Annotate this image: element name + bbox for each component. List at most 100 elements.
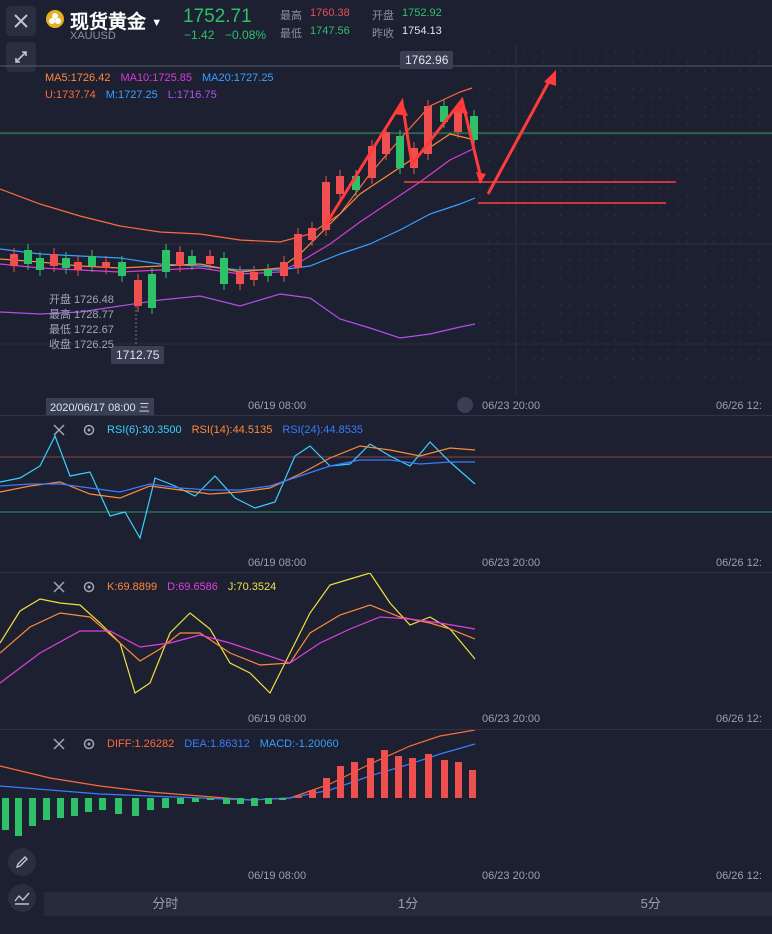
map-dot <box>694 60 698 64</box>
map-dot <box>586 348 590 352</box>
macd-bar <box>132 798 139 816</box>
map-dot <box>586 177 590 181</box>
macd-bar <box>381 750 388 798</box>
candle <box>62 258 70 268</box>
map-dot <box>766 150 770 154</box>
map-dot <box>613 78 617 82</box>
map-dot <box>523 204 527 208</box>
map-dot <box>496 78 500 82</box>
map-dot <box>757 159 761 163</box>
kdj-settings-button[interactable] <box>82 580 96 594</box>
tab-1min[interactable]: 1分 <box>397 896 419 911</box>
map-dot <box>568 294 572 298</box>
map-dot <box>694 258 698 262</box>
map-dot <box>523 267 527 271</box>
macd-bar <box>29 798 36 826</box>
map-dot <box>766 114 770 118</box>
indicator-tool-button[interactable] <box>8 884 36 912</box>
map-dot <box>649 330 653 334</box>
map-dot <box>676 44 680 46</box>
map-dot <box>694 321 698 325</box>
map-dot <box>748 294 752 298</box>
map-dot <box>496 330 500 334</box>
map-dot <box>523 285 527 289</box>
legend-item: L:1716.75 <box>167 89 217 101</box>
stat-label: 昨收 <box>372 28 394 40</box>
map-dot <box>505 267 509 271</box>
main-chart[interactable] <box>0 44 772 396</box>
map-dot <box>568 186 572 190</box>
rsi-close-button[interactable] <box>52 423 66 437</box>
map-dot <box>586 312 590 316</box>
map-dot <box>622 375 626 379</box>
map-dot <box>550 312 554 316</box>
map-dot <box>613 375 617 379</box>
map-dot <box>676 213 680 217</box>
map-dot <box>757 150 761 154</box>
map-dot <box>649 114 653 118</box>
map-dot <box>703 312 707 316</box>
map-dot <box>640 339 644 343</box>
map-dot <box>739 375 743 379</box>
macd-settings-button[interactable] <box>82 737 96 751</box>
map-dot <box>766 105 770 109</box>
map-dot <box>604 294 608 298</box>
map-dot <box>685 330 689 334</box>
map-dot <box>712 276 716 280</box>
map-dot <box>640 222 644 226</box>
map-dot <box>559 69 563 73</box>
candle <box>336 176 344 194</box>
candle <box>50 254 58 266</box>
map-dot <box>694 96 698 100</box>
map-dot <box>631 249 635 253</box>
indicator-icon <box>14 892 30 905</box>
instrument-title[interactable]: 现货黄金 ▼ <box>70 7 162 34</box>
map-dot <box>586 114 590 118</box>
close-button[interactable] <box>6 6 36 36</box>
macd-close-button[interactable] <box>52 737 66 751</box>
map-dot <box>721 123 725 127</box>
map-dot <box>766 204 770 208</box>
map-dot <box>577 123 581 127</box>
map-dot <box>586 339 590 343</box>
tab-timeshare[interactable]: 分时 <box>152 896 179 911</box>
map-dot <box>487 222 491 226</box>
map-dot <box>550 44 554 46</box>
kdj-close-button[interactable] <box>52 580 66 594</box>
candle <box>454 112 462 132</box>
map-dot <box>532 168 536 172</box>
map-dot <box>613 177 617 181</box>
kdj-chart[interactable] <box>0 573 772 729</box>
time-axis-label-2: 06/23 20:00 <box>482 400 541 412</box>
map-dot <box>622 339 626 343</box>
map-dot <box>595 96 599 100</box>
map-dot <box>721 357 725 361</box>
map-dot <box>523 213 527 217</box>
map-dot <box>676 78 680 82</box>
map-dot <box>712 69 716 73</box>
map-dot <box>730 141 734 145</box>
map-dot <box>550 240 554 244</box>
tab-5min[interactable]: 5分 <box>640 896 661 911</box>
candle <box>162 250 170 272</box>
macd-chart[interactable] <box>0 730 772 890</box>
map-dot <box>685 159 689 163</box>
collapse-button[interactable] <box>6 42 36 72</box>
draw-tool-button[interactable] <box>8 848 36 876</box>
map-dot <box>595 366 599 370</box>
time-scroll-handle[interactable] <box>457 397 473 413</box>
map-dot <box>478 150 482 154</box>
map-dot <box>766 78 770 82</box>
rsi-legend: RSI(6):30.3500 RSI(14):44.5135 RSI(24):44.… <box>107 424 373 436</box>
map-dot <box>712 177 716 181</box>
map-dot <box>667 249 671 253</box>
map-dot <box>730 258 734 262</box>
rsi-chart[interactable] <box>0 416 772 572</box>
map-dot <box>667 114 671 118</box>
map-dot <box>532 69 536 73</box>
map-dot <box>712 96 716 100</box>
map-dot <box>568 222 572 226</box>
rsi-settings-button[interactable] <box>82 423 96 437</box>
map-dot <box>703 69 707 73</box>
map-dot <box>685 294 689 298</box>
